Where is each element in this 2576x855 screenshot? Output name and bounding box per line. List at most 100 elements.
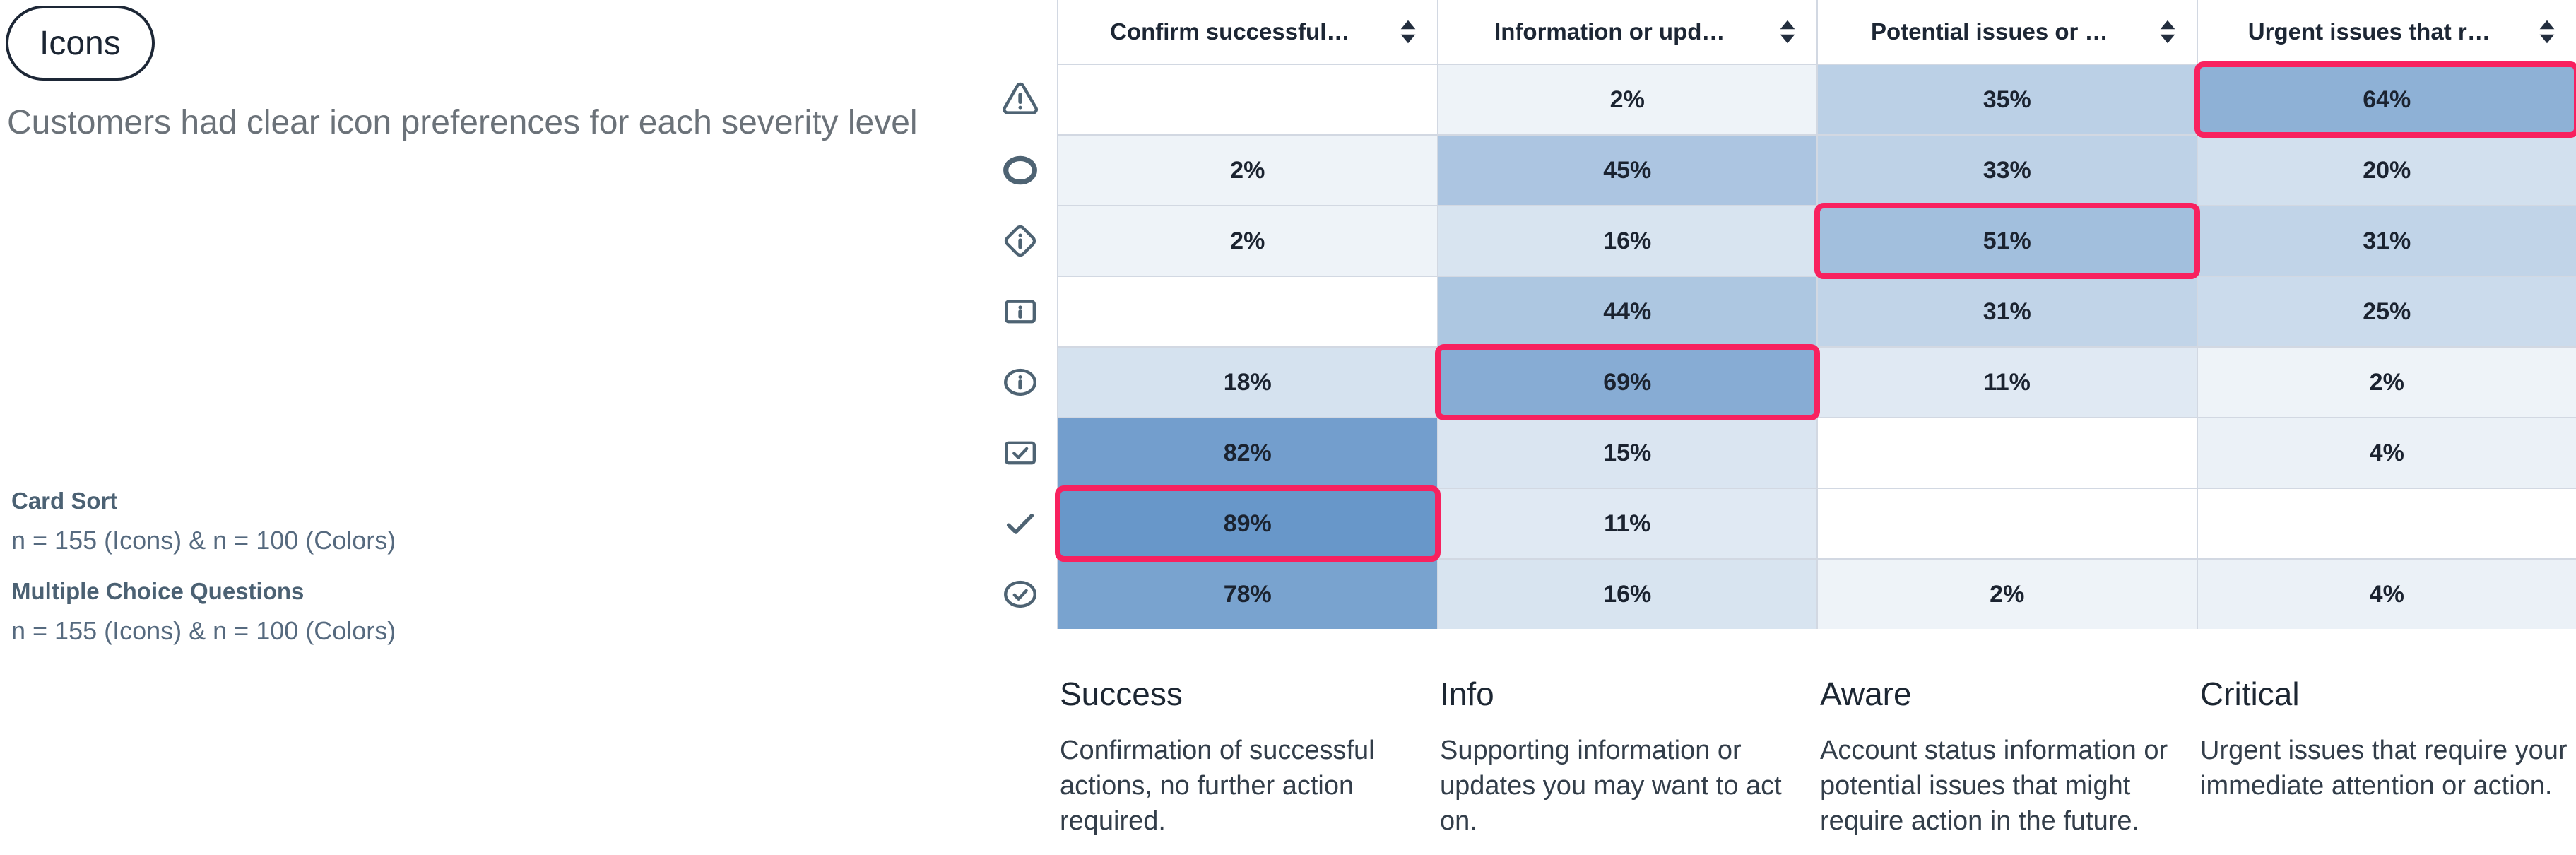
section-tag-chip[interactable]: Icons (6, 6, 155, 81)
column-header[interactable]: Information or upd… (1438, 0, 1816, 64)
section-tag-label: Icons (40, 24, 121, 62)
column-header[interactable]: Confirm successful… (1058, 0, 1437, 64)
cell-value: 4% (2369, 439, 2404, 466)
sort-icon (1780, 20, 1795, 44)
heatmap-table: Confirm successful… Information or upd… Po… (1055, 0, 2576, 629)
category-description: Account status information or potential … (1820, 736, 2168, 836)
circle-icon (1003, 155, 1037, 185)
diamond-info-icon (1004, 225, 1036, 257)
square-check-icon (1005, 441, 1036, 465)
cell-value: 82% (1223, 439, 1272, 466)
heatmap-cell: 45% (1438, 136, 1816, 205)
legend-sample-size: n = 155 (Icons) & n = 100 (Colors) (11, 616, 396, 645)
sort-icon (1400, 20, 1415, 44)
heatmap-cell: 51% (1814, 203, 2200, 279)
cell-value: 11% (1983, 368, 2031, 396)
row-icon-cell (988, 418, 1053, 488)
heatmap-cell: 2% (1058, 206, 1437, 276)
heatmap-cell: 2% (1818, 560, 2197, 629)
legend-sample-size: n = 155 (Icons) & n = 100 (Colors) (11, 526, 396, 555)
column-header[interactable]: Urgent issues that r… (2197, 0, 2576, 64)
cell-value: 4% (2369, 580, 2404, 608)
heatmap-cell (2197, 489, 2576, 558)
legend-multiple-choice: Multiple Choice Questions n = 155 (Icons… (11, 578, 930, 646)
legend-card-sort: Card Sort n = 155 (Icons) & n = 100 (Col… (11, 488, 930, 555)
cell-value: 2% (2369, 368, 2404, 396)
heatmap-cell: 16% (1438, 206, 1816, 276)
heatmap-cell: 64% (2194, 61, 2576, 138)
warning-triangle-icon (1003, 82, 1038, 114)
row-icon-cell (988, 136, 1053, 205)
category-aware: Aware Account status information or pote… (1820, 675, 2202, 839)
heatmap-cell: 33% (1818, 136, 2197, 205)
row-icon-cell (988, 489, 1053, 558)
cell-value: 31% (1983, 297, 2031, 325)
category-success: Success Confirmation of successful actio… (1060, 675, 1417, 839)
row-icon-cell (988, 560, 1053, 629)
column-header[interactable]: Potential issues or … (1818, 0, 2197, 64)
row-icon-cell (988, 206, 1053, 276)
heatmap-cell (1818, 418, 2197, 488)
category-title: Success (1060, 676, 1183, 712)
cell-value: 2% (1230, 156, 1265, 184)
page-subtitle: Customers had clear icon preferences for… (7, 104, 918, 141)
row-icon-cell (988, 65, 1053, 134)
cell-value: 15% (1603, 439, 1652, 466)
severity-icon-column (988, 65, 1053, 629)
heatmap-cell: 4% (2197, 560, 2576, 629)
cell-value: 33% (1983, 156, 2031, 184)
cell-value: 11% (1604, 509, 1651, 537)
circle-check-icon (1004, 580, 1036, 608)
sort-icon (2160, 20, 2175, 44)
heatmap-cell: 35% (1818, 65, 2197, 134)
column-header-label: Urgent issues that r… (2247, 18, 2491, 45)
heatmap-cell: 82% (1058, 418, 1437, 488)
heatmap-cell: 11% (1438, 489, 1816, 558)
cell-value: 89% (1223, 509, 1272, 537)
heatmap-cell: 78% (1058, 560, 1437, 629)
category-title: Info (1440, 676, 1494, 712)
cell-value: 44% (1603, 297, 1652, 325)
legend-title: Multiple Choice Questions (11, 578, 305, 604)
heatmap-cell: 18% (1058, 348, 1437, 417)
heatmap-cell (1058, 277, 1437, 346)
cell-value: 2% (1609, 86, 1645, 113)
cell-value: 20% (2363, 156, 2411, 184)
row-icon-cell (988, 348, 1053, 417)
heatmap-cell: 20% (2197, 136, 2576, 205)
cell-value: 2% (1230, 227, 1265, 254)
column-header-label: Information or upd… (1494, 18, 1725, 45)
heatmap-cell: 44% (1438, 277, 1816, 346)
heatmap-cell (1818, 489, 2197, 558)
row-icon-cell (988, 277, 1053, 346)
heatmap-cell: 2% (1058, 136, 1437, 205)
cell-value: 18% (1223, 368, 1272, 396)
heatmap-cell: 4% (2197, 418, 2576, 488)
category-critical: Critical Urgent issues that require your… (2200, 675, 2576, 803)
heatmap-cell: 11% (1818, 348, 2197, 417)
category-info: Info Supporting information or updates y… (1440, 675, 1790, 839)
cell-value: 69% (1603, 368, 1652, 396)
column-header-label: Potential issues or … (1870, 18, 2108, 45)
square-info-icon (1005, 300, 1036, 324)
heatmap-cell: 15% (1438, 418, 1816, 488)
heatmap-cell (1058, 65, 1437, 134)
cell-value: 25% (2363, 297, 2411, 325)
heatmap-cell: 69% (1434, 344, 1820, 420)
sort-icon (2539, 20, 2555, 44)
heatmap-cell: 25% (2197, 277, 2576, 346)
heatmap-cell: 31% (2197, 206, 2576, 276)
cell-value: 2% (1990, 580, 2025, 608)
cell-value: 51% (1983, 227, 2031, 254)
heatmap-cell: 2% (2197, 348, 2576, 417)
heatmap-cell: 2% (1438, 65, 1816, 134)
category-description: Urgent issues that require your immediat… (2200, 736, 2568, 801)
legend-title: Card Sort (11, 488, 118, 514)
category-title: Critical (2200, 676, 2300, 712)
cell-value: 16% (1603, 227, 1652, 254)
cell-value: 16% (1603, 580, 1652, 608)
cell-value: 78% (1223, 580, 1272, 608)
category-description: Confirmation of successful actions, no f… (1060, 736, 1375, 836)
heatmap-cell: 31% (1818, 277, 2197, 346)
